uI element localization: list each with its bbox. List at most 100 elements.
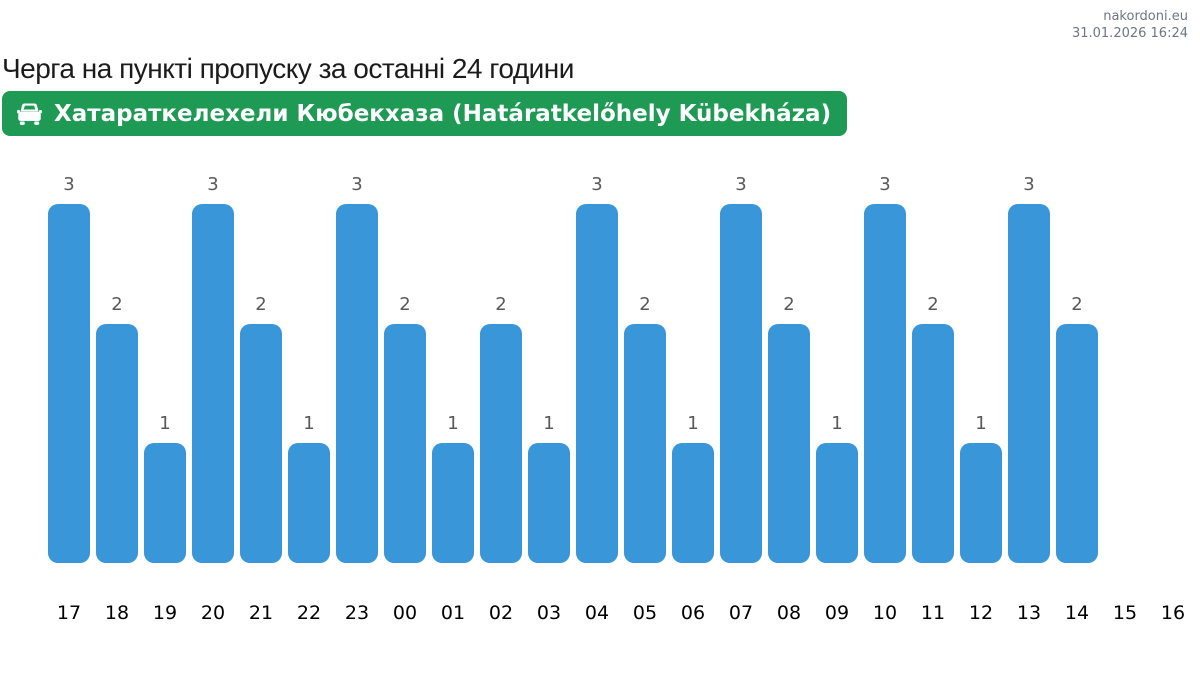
bar-group: 1 09 <box>813 0 861 684</box>
x-axis-label: 20 <box>200 602 226 624</box>
x-axis-label: 02 <box>488 602 514 624</box>
bar <box>768 323 810 563</box>
x-axis-label: 21 <box>248 602 274 624</box>
x-axis-label: 09 <box>824 602 850 624</box>
x-axis-label: 08 <box>776 602 802 624</box>
x-axis-label: 22 <box>296 602 322 624</box>
bar <box>1056 323 1098 563</box>
bar <box>384 323 426 563</box>
bar-value-label: 2 <box>927 293 939 315</box>
x-axis-label: 17 <box>56 602 82 624</box>
bar <box>816 443 858 563</box>
bar-value-label: 3 <box>351 173 363 195</box>
bar-value-label: 3 <box>735 173 747 195</box>
bar <box>960 443 1002 563</box>
checkpoint-badge-label: Хатараткелехели Кюбекхаза (Határatkelőhe… <box>54 100 832 127</box>
bar-value-label: 3 <box>591 173 603 195</box>
bar <box>336 203 378 563</box>
bar-value-label: 2 <box>111 293 123 315</box>
bar-group: 2 21 <box>237 0 285 684</box>
site-watermark: nakordoni.eu 31.01.2026 16:24 <box>1072 8 1188 42</box>
x-axis-label: 13 <box>1016 602 1042 624</box>
bar-group: 1 06 <box>669 0 717 684</box>
x-axis-label: 00 <box>392 602 418 624</box>
bar-group: 2 08 <box>765 0 813 684</box>
bar-value-label: 3 <box>879 173 891 195</box>
car-icon <box>14 101 45 127</box>
bar-group: 2 11 <box>909 0 957 684</box>
bar-group: 1 03 <box>525 0 573 684</box>
x-axis-label: 03 <box>536 602 562 624</box>
x-axis-label: 23 <box>344 602 370 624</box>
bar-group: 3 23 <box>333 0 381 684</box>
x-axis-label: 15 <box>1112 602 1138 624</box>
bar-group: 3 13 <box>1005 0 1053 684</box>
bar-value-label: 3 <box>1023 173 1035 195</box>
bar-group: 3 17 <box>45 0 93 684</box>
bar <box>48 203 90 563</box>
bar-group: 2 18 <box>93 0 141 684</box>
bar-value-label: 3 <box>63 173 75 195</box>
site-name: nakordoni.eu <box>1103 9 1188 24</box>
bar-group: 3 04 <box>573 0 621 684</box>
bar-value-label: 3 <box>207 173 219 195</box>
bar-group: 1 22 <box>285 0 333 684</box>
bar-value-label: 2 <box>255 293 267 315</box>
bar-group: 16 <box>1149 0 1197 684</box>
bar <box>528 443 570 563</box>
bar-group: 2 00 <box>381 0 429 684</box>
bar-group: 2 14 <box>1053 0 1101 684</box>
bar-group: 2 05 <box>621 0 669 684</box>
bar-value-label: 1 <box>975 413 987 435</box>
bar <box>288 443 330 563</box>
bar-value-label: 2 <box>639 293 651 315</box>
bar <box>240 323 282 563</box>
bar <box>192 203 234 563</box>
bar-value-label: 2 <box>495 293 507 315</box>
x-axis-label: 11 <box>920 602 946 624</box>
bar-group: 1 01 <box>429 0 477 684</box>
bar <box>96 323 138 563</box>
bar-group: 2 02 <box>477 0 525 684</box>
bar <box>672 443 714 563</box>
bar <box>576 203 618 563</box>
bar <box>864 203 906 563</box>
bar-group: 15 <box>1101 0 1149 684</box>
bar <box>480 323 522 563</box>
x-axis-label: 01 <box>440 602 466 624</box>
bar <box>912 323 954 563</box>
bar <box>624 323 666 563</box>
bar-group: 3 07 <box>717 0 765 684</box>
x-axis-label: 05 <box>632 602 658 624</box>
bar-value-label: 2 <box>783 293 795 315</box>
bar <box>144 443 186 563</box>
bar-value-label: 2 <box>1071 293 1083 315</box>
bar-value-label: 1 <box>687 413 699 435</box>
timestamp: 31.01.2026 16:24 <box>1071 26 1188 41</box>
checkpoint-badge: Хатараткелехели Кюбекхаза (Határatkelőhe… <box>2 91 848 136</box>
page-title: Черга на пункті пропуску за останні 24 г… <box>2 53 574 84</box>
x-axis-label: 16 <box>1160 602 1186 624</box>
x-axis-label: 10 <box>872 602 898 624</box>
bar-value-label: 1 <box>303 413 315 435</box>
x-axis-label: 06 <box>680 602 706 624</box>
bar-group: 1 19 <box>141 0 189 684</box>
x-axis-label: 18 <box>104 602 130 624</box>
bar <box>432 443 474 563</box>
x-axis-label: 12 <box>968 602 994 624</box>
bar-value-label: 2 <box>399 293 411 315</box>
x-axis-label: 14 <box>1064 602 1090 624</box>
bar-group: 1 12 <box>957 0 1005 684</box>
x-axis-label: 07 <box>728 602 754 624</box>
bar <box>1008 203 1050 563</box>
x-axis-label: 19 <box>152 602 178 624</box>
bar-group: 3 10 <box>861 0 909 684</box>
bar-group: 3 20 <box>189 0 237 684</box>
x-axis-label: 04 <box>584 602 610 624</box>
bar-value-label: 1 <box>831 413 843 435</box>
bar-value-label: 1 <box>159 413 171 435</box>
bar-value-label: 1 <box>447 413 459 435</box>
bar <box>720 203 762 563</box>
